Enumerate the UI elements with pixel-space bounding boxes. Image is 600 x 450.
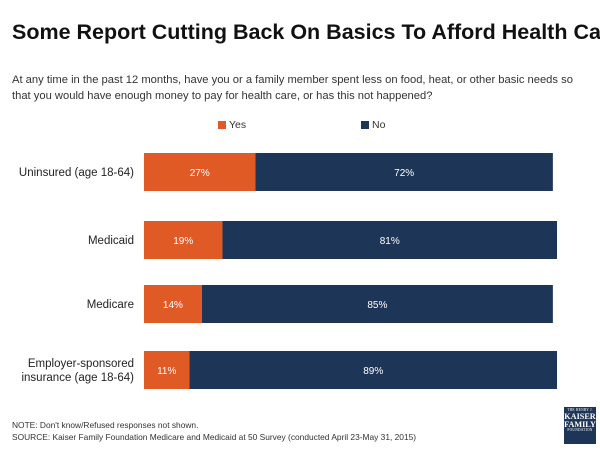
data-label-no-medicare: 85% — [367, 300, 387, 311]
survey-question: At any time in the past 12 months, have … — [12, 74, 573, 102]
bar-no-medicare — [201, 285, 553, 323]
category-label-uninsured-age-18-64: Uninsured (age 18-64) — [19, 167, 134, 179]
legend-no: No — [361, 119, 385, 131]
data-label-yes-medicaid: 19% — [173, 236, 193, 247]
category-label-employer-sponsored-insurance-age-18-64: Employer-sponsored insurance (age 18-64) — [21, 358, 134, 384]
bar-no-medicaid — [222, 221, 557, 259]
data-label-yes-uninsured-age-18-64: 27% — [190, 168, 210, 179]
data-label-no-employer-sponsored-insurance-age-18-64: 89% — [363, 366, 383, 377]
data-label-yes-medicare: 14% — [163, 300, 183, 311]
logo-line-4: FOUNDATION — [567, 428, 593, 432]
bar-yes-medicaid — [144, 221, 223, 259]
legend-yes: Yes — [218, 119, 246, 131]
note-text: NOTE: Don't know/Refused responses not s… — [12, 420, 199, 430]
data-label-yes-employer-sponsored-insurance-age-18-64: 11% — [157, 366, 176, 377]
logo-line-3: FAMILY — [564, 419, 596, 429]
logo-line-1: THE HENRY J. — [567, 408, 593, 412]
footnote: NOTE: Don't know/Refused responses not s… — [12, 419, 416, 443]
legend-yes-label: Yes — [229, 119, 247, 131]
source-text: SOURCE: Kaiser Family Foundation Medicar… — [12, 432, 417, 442]
kff-logo: THE HENRY J. KAISER FAMILY FOUNDATION — [564, 407, 596, 444]
bar-yes-uninsured-age-18-64 — [144, 153, 256, 191]
category-label-medicare: Medicare — [87, 299, 134, 311]
bar-yes-medicare — [144, 285, 202, 323]
logo-line-2: KAISER — [564, 411, 596, 421]
chart-title: Some Report Cutting Back On Basics To Af… — [12, 20, 600, 44]
bar-no-employer-sponsored-insurance-age-18-64 — [189, 351, 557, 389]
legend-no-label: No — [372, 119, 386, 131]
data-label-no-uninsured-age-18-64: 72% — [394, 168, 414, 179]
bar-no-uninsured-age-18-64 — [255, 153, 553, 191]
legend-no-swatch — [361, 121, 369, 129]
bar-yes-employer-sponsored-insurance-age-18-64 — [144, 351, 190, 389]
category-label-medicaid: Medicaid — [88, 235, 134, 247]
legend-yes-swatch — [218, 121, 226, 129]
data-label-no-medicaid: 81% — [380, 236, 400, 247]
